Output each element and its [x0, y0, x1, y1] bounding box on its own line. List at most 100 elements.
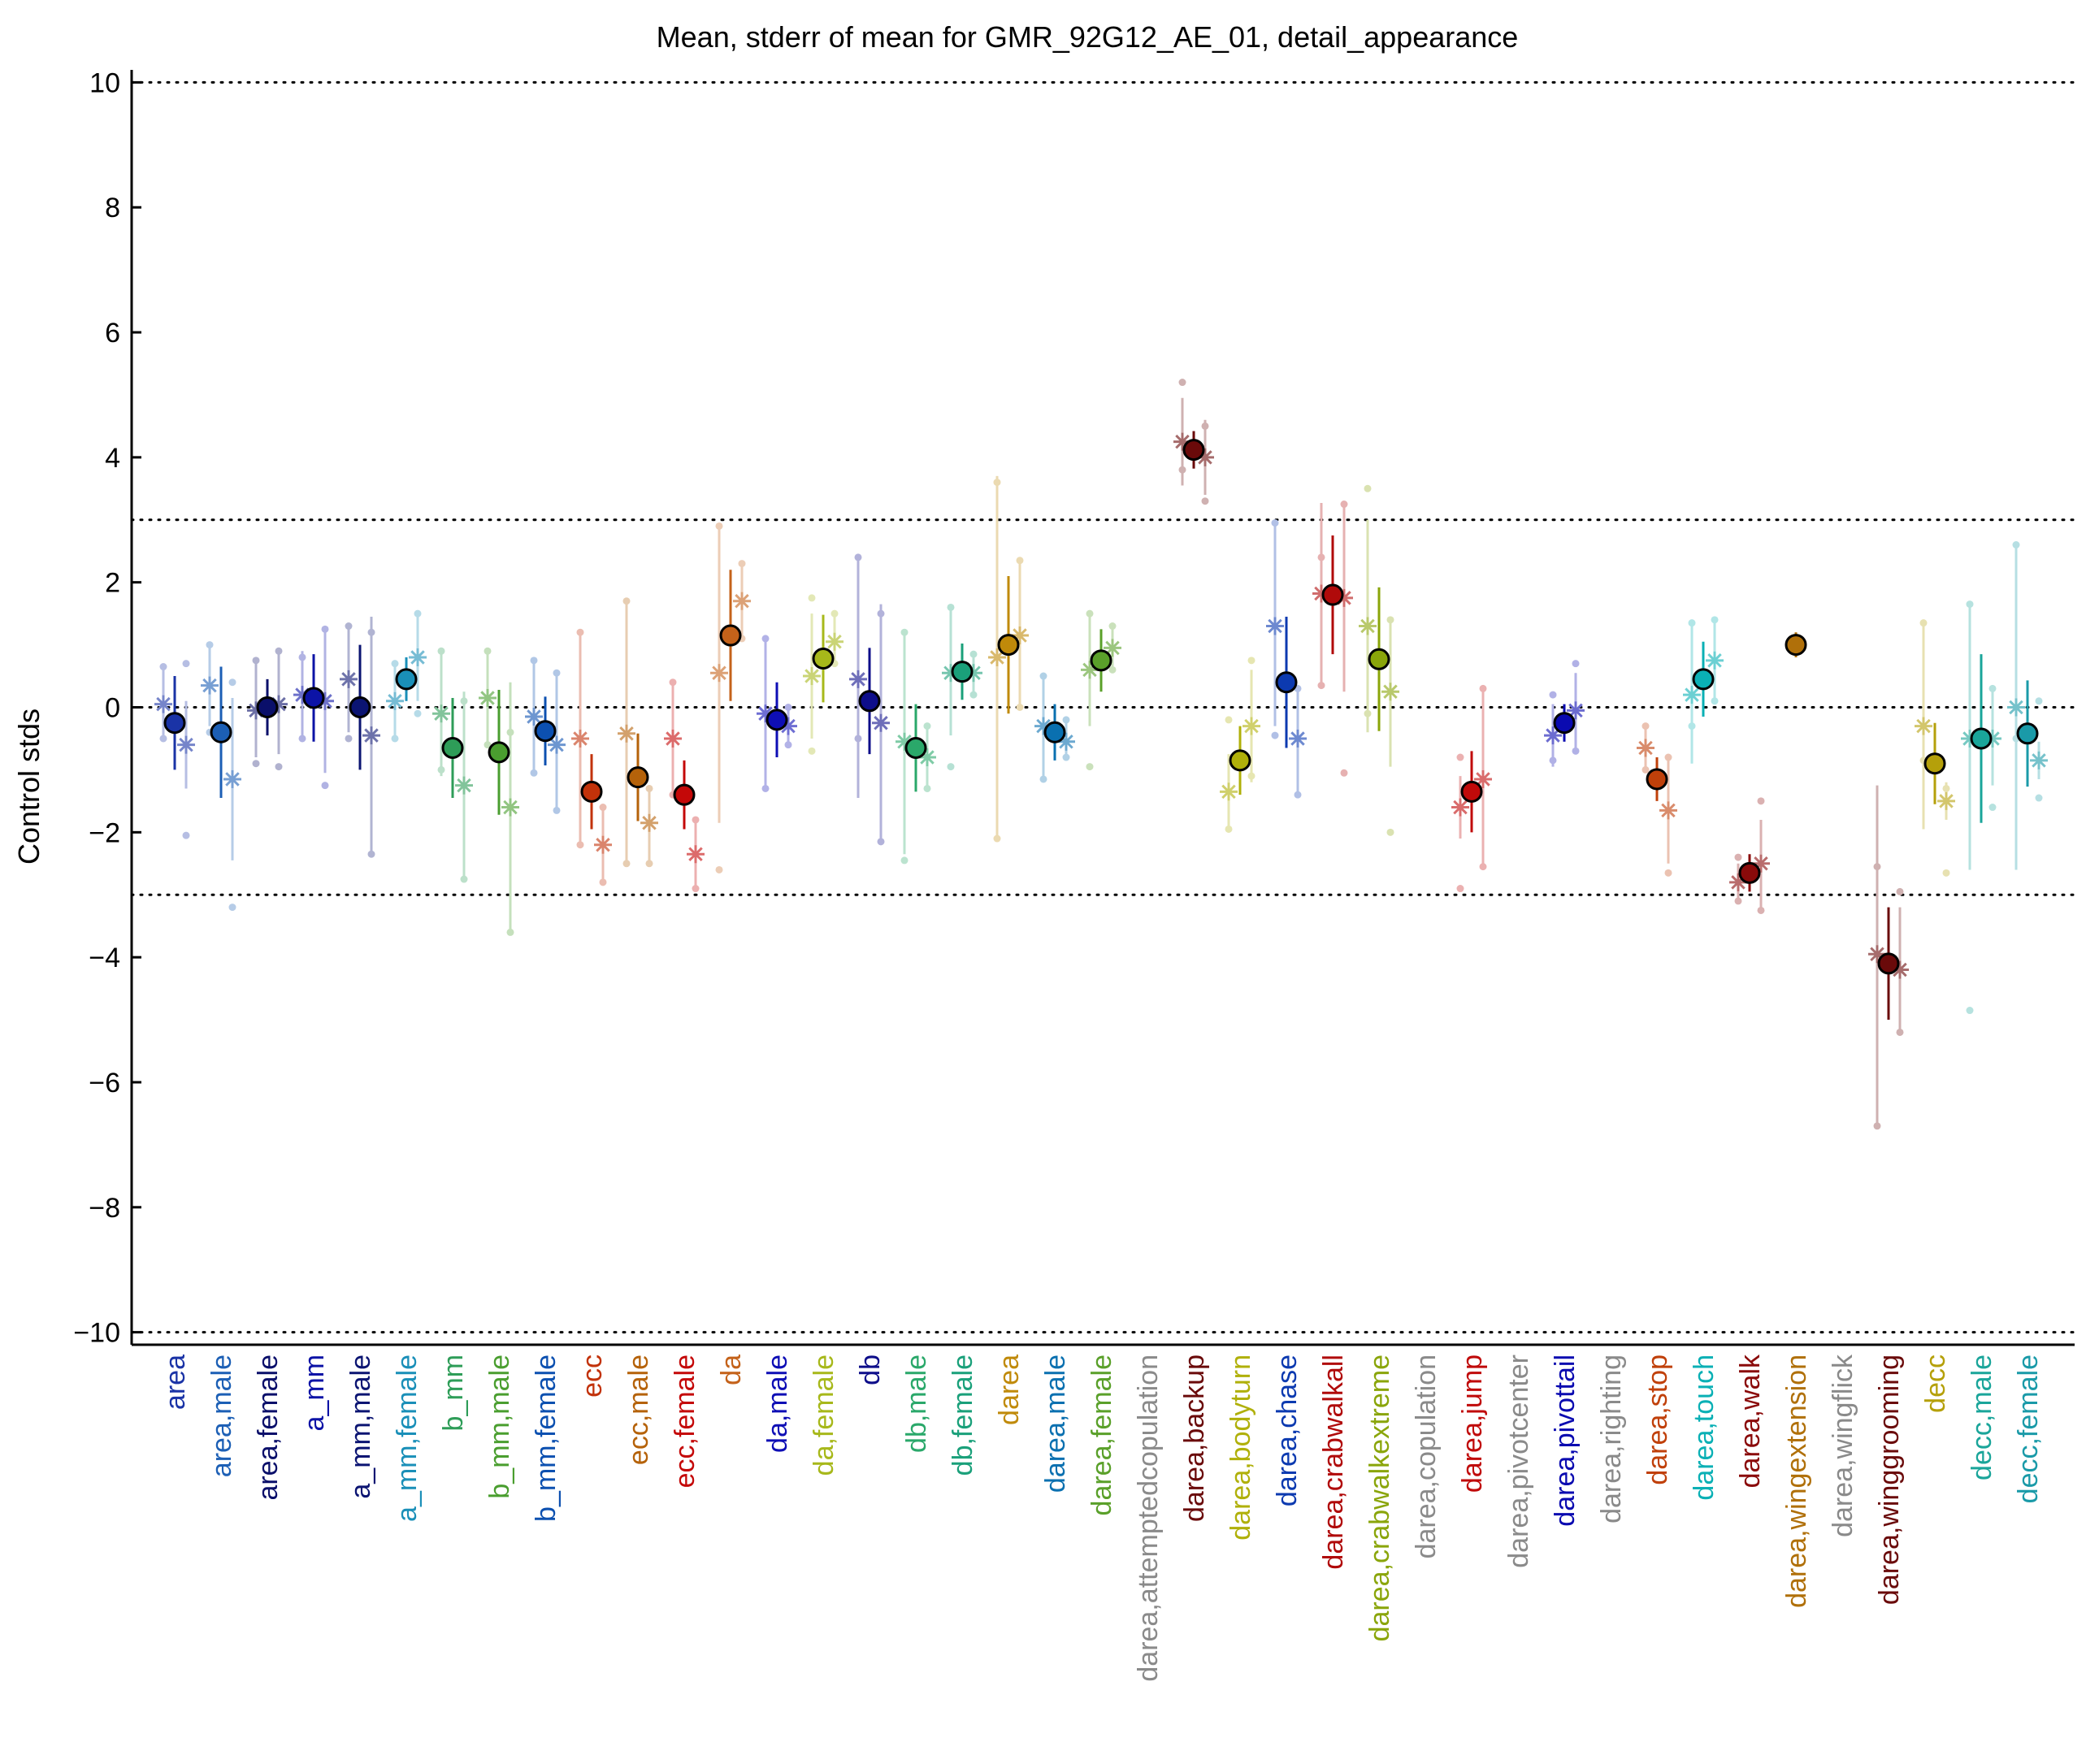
category-marks	[1451, 684, 1492, 893]
mean-marker	[1460, 780, 1483, 803]
sample-dot	[969, 691, 978, 699]
sample-dot	[715, 865, 723, 873]
x-tick-label: a_mm,female	[392, 1354, 423, 1522]
sample-dot	[808, 747, 816, 755]
data-marks	[154, 379, 2048, 1130]
mean-marker	[673, 783, 696, 806]
category-marks	[1868, 785, 1909, 1130]
mean-marker	[163, 712, 186, 735]
category-marks	[293, 625, 334, 790]
sample-dot	[275, 647, 283, 655]
chart-title: Mean, stderr of mean for GMR_92G12_AE_01…	[657, 20, 1519, 54]
sample-dot	[1225, 716, 1233, 724]
female-star	[225, 772, 240, 787]
sample-dot	[1688, 619, 1696, 627]
x-tick-label: area,male	[206, 1354, 237, 1477]
x-tick-label: darea,winggrooming	[1874, 1354, 1905, 1605]
sample-dot	[345, 735, 353, 743]
sample-dot	[1271, 519, 1279, 527]
x-tick-label: darea,bodyturn	[1225, 1354, 1256, 1541]
category-marks	[1312, 501, 1353, 777]
sample-dot	[1386, 828, 1394, 836]
sample-dot	[645, 860, 653, 868]
y-tick-label: 6	[105, 318, 120, 349]
sample-dot	[900, 856, 909, 865]
male-star	[851, 672, 865, 687]
mean-marker	[1275, 671, 1298, 694]
x-tick-label: area,female	[253, 1354, 284, 1501]
category-marks	[1915, 619, 1955, 877]
y-tick-label: 8	[105, 193, 120, 223]
mean-marker	[1043, 721, 1066, 743]
x-tick-label: decc,female	[2013, 1354, 2044, 1503]
sample-dot	[947, 763, 955, 771]
x-tick-label: ecc,male	[623, 1354, 654, 1465]
sample-dot	[1364, 484, 1372, 492]
male-star	[341, 672, 356, 687]
x-tick-label: darea,wingflick	[1828, 1354, 1858, 1537]
mean-marker	[997, 634, 1020, 657]
category-marks	[1359, 484, 1399, 836]
sample-dot	[1664, 869, 1672, 877]
axes	[130, 70, 2075, 1346]
mean-marker	[441, 736, 464, 759]
female-star	[410, 650, 425, 665]
mean-marker	[210, 721, 232, 743]
x-tick-label: darea,chase	[1272, 1354, 1303, 1506]
sample-dot	[252, 657, 260, 665]
category-marks	[942, 603, 982, 771]
female-star	[781, 718, 796, 734]
male-star	[666, 731, 680, 746]
female-star	[688, 847, 703, 862]
y-tick-label: −8	[89, 1193, 120, 1224]
x-tick-label: darea,crabwalkextreme	[1364, 1354, 1395, 1641]
mean-marker	[488, 741, 510, 764]
sample-dot	[1271, 731, 1279, 739]
y-tick-label: −10	[73, 1318, 120, 1349]
x-tick-label: b_mm	[438, 1354, 469, 1431]
x-tick-label: db,female	[948, 1354, 978, 1476]
sample-dot	[275, 763, 283, 771]
category-marks	[618, 597, 658, 868]
mean-marker	[765, 709, 788, 731]
category-marks	[201, 641, 241, 912]
female-star	[1476, 772, 1490, 787]
sample-dot	[1988, 804, 1997, 812]
male-star	[1360, 618, 1375, 634]
male-star	[434, 706, 449, 721]
male-star	[480, 691, 495, 705]
mean-marker	[1646, 768, 1668, 791]
sample-dot	[1942, 869, 1950, 877]
male-star	[619, 726, 634, 741]
sample-dot	[1340, 769, 1348, 777]
female-star	[642, 816, 657, 830]
x-tick-label: darea,pivotcenter	[1503, 1354, 1534, 1568]
y-tick-label: 10	[89, 67, 120, 98]
mean-marker	[1738, 861, 1761, 884]
female-star	[1893, 962, 1907, 977]
mean-marker	[812, 648, 835, 670]
sample-dot	[228, 678, 236, 687]
mean-marker	[1182, 439, 1205, 462]
mean-marker	[534, 720, 557, 743]
sample-dot	[1988, 684, 1997, 692]
category-marks	[1081, 609, 1121, 771]
male-star	[1638, 740, 1653, 756]
category-marks	[432, 647, 473, 883]
mean-marker	[395, 668, 418, 691]
male-star	[804, 669, 819, 683]
x-tick-label: db	[855, 1354, 886, 1385]
sample-dot	[1757, 797, 1765, 805]
mean-marker	[1785, 634, 1807, 657]
y-tick-label: 4	[105, 443, 120, 474]
x-tick-label: darea,backup	[1179, 1354, 1210, 1522]
sample-dot	[1572, 660, 1580, 668]
female-star	[1707, 653, 1722, 668]
category-marks	[571, 628, 612, 886]
sample-dot	[2035, 697, 2043, 705]
male-star	[990, 650, 1004, 665]
sample-dot	[1896, 887, 1904, 895]
female-star	[1383, 684, 1398, 700]
x-tick-label: da	[716, 1354, 747, 1385]
